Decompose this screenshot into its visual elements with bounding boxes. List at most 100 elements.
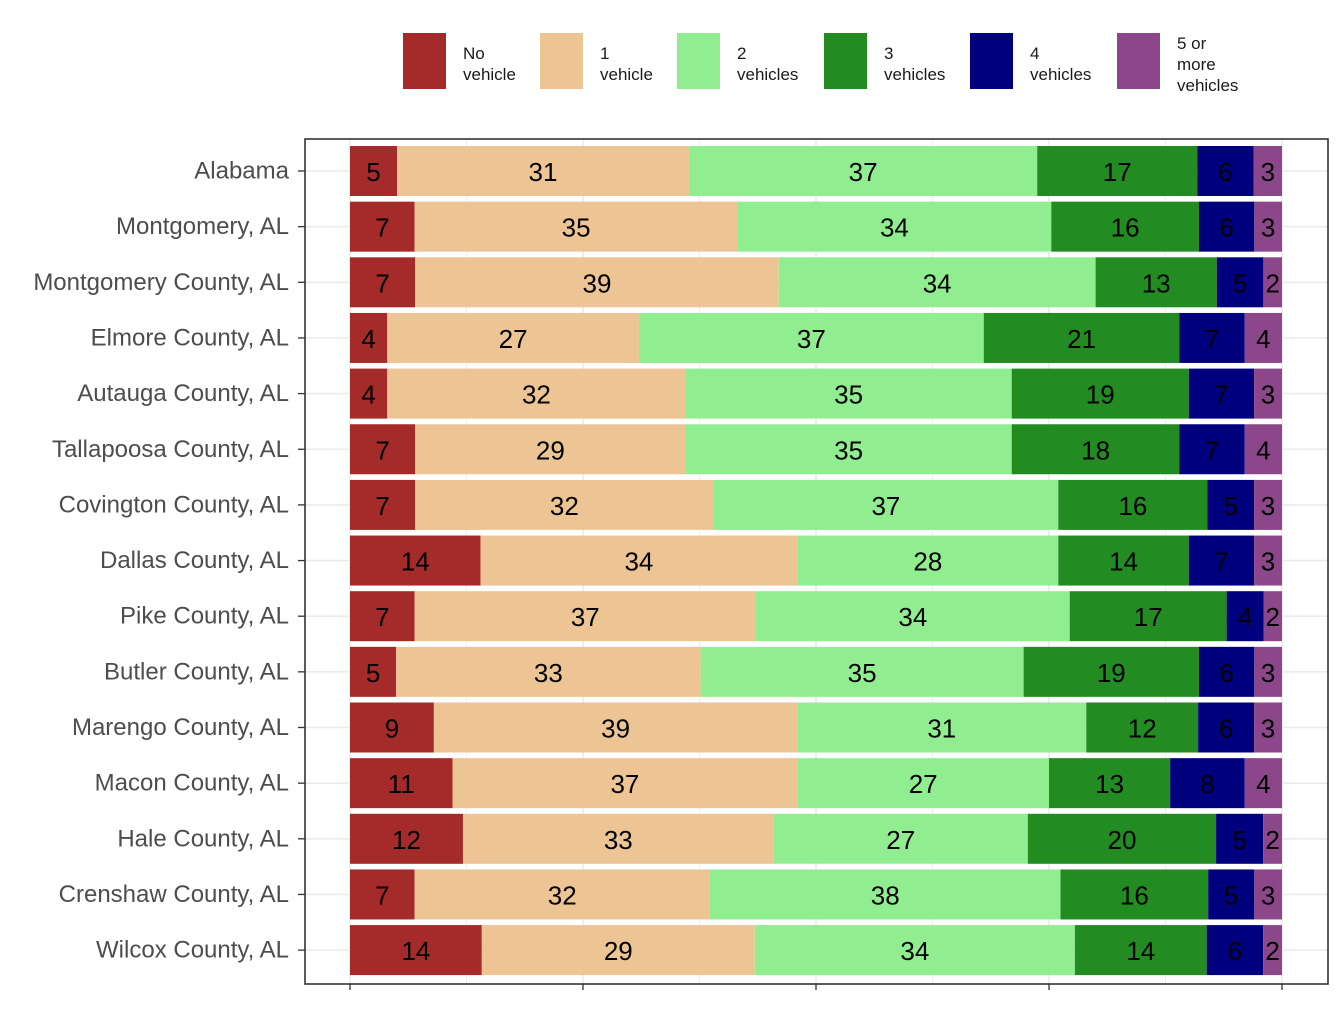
data-label: 9 — [385, 714, 399, 744]
data-label: 7 — [375, 880, 389, 910]
data-label: 11 — [388, 769, 415, 799]
data-label: 7 — [375, 602, 389, 632]
bar-segment — [397, 146, 689, 196]
bar-segment — [1051, 201, 1199, 252]
data-label: 31 — [529, 157, 558, 187]
bar-segment — [1254, 646, 1282, 697]
data-label: 2 — [1265, 825, 1279, 855]
data-label: 34 — [898, 602, 927, 632]
data-label: 2 — [1266, 602, 1280, 632]
bar-segment — [1074, 925, 1207, 976]
bar-segment — [754, 925, 1075, 976]
bar-segment — [1263, 257, 1282, 308]
data-label: 18 — [1081, 435, 1110, 465]
data-label: 35 — [848, 658, 877, 688]
data-label: 13 — [1142, 268, 1171, 298]
bar-segment — [350, 312, 388, 363]
data-label: 37 — [871, 491, 900, 521]
bar-segment — [1179, 312, 1245, 363]
bar-segment — [415, 424, 686, 475]
bar-segment — [1188, 368, 1255, 419]
bar-segment — [1216, 813, 1264, 864]
bar-segment — [452, 758, 798, 809]
data-label: 37 — [610, 769, 639, 799]
bar-segment — [1188, 535, 1255, 586]
bar-segment — [387, 368, 686, 419]
data-label: 27 — [499, 324, 528, 354]
data-label: 6 — [1228, 936, 1242, 966]
data-label: 32 — [548, 880, 577, 910]
data-label: 6 — [1218, 157, 1232, 187]
bar-segment — [1253, 146, 1282, 196]
bar-segment — [709, 869, 1061, 920]
bar-segment — [688, 146, 1038, 196]
legend-label: No vehicle — [463, 44, 516, 84]
data-label: 5 — [1232, 825, 1246, 855]
legend-swatch — [824, 33, 867, 89]
bar-segment — [1207, 479, 1255, 530]
bar-segment — [1198, 646, 1255, 697]
data-label: 16 — [1111, 213, 1140, 243]
bar-segment — [638, 312, 984, 363]
bar-segment — [1198, 201, 1255, 252]
data-label: 3 — [1261, 658, 1275, 688]
data-label: 4 — [1256, 435, 1270, 465]
data-label: 20 — [1107, 825, 1136, 855]
data-label: 7 — [1205, 435, 1219, 465]
bar-segment — [1263, 925, 1282, 976]
data-label: 32 — [550, 491, 579, 521]
bar-segment — [797, 758, 1049, 809]
bar-segment — [685, 368, 1012, 419]
y-tick-label: Montgomery, AL — [116, 213, 289, 240]
legend-label: 5 or more vehicles — [1177, 34, 1239, 95]
bar-segment — [1244, 312, 1282, 363]
bar-segment — [1254, 869, 1282, 920]
data-label: 7 — [375, 268, 389, 298]
bar-segment — [350, 535, 481, 586]
data-label: 12 — [1128, 714, 1157, 744]
data-label: 3 — [1261, 714, 1275, 744]
bar-segment — [1244, 424, 1282, 475]
y-tick-label: Marengo County, AL — [72, 714, 289, 741]
data-label: 19 — [1097, 658, 1126, 688]
data-label: 27 — [886, 825, 915, 855]
data-label: 37 — [849, 157, 878, 187]
y-tick-label: Covington County, AL — [59, 491, 289, 518]
data-label: 39 — [601, 714, 630, 744]
data-label: 6 — [1219, 714, 1233, 744]
legend-swatch — [677, 33, 720, 89]
bar-segment — [396, 646, 701, 697]
y-tick-label: Butler County, AL — [104, 658, 289, 685]
bar-segment — [1170, 758, 1245, 809]
data-label: 34 — [923, 268, 952, 298]
bar-segment — [350, 368, 388, 419]
legend-label: 4 vehicles — [1030, 44, 1092, 84]
data-label: 7 — [1205, 324, 1219, 354]
legend-swatch — [540, 33, 583, 89]
bar-segment — [350, 925, 482, 976]
data-label: 7 — [375, 213, 389, 243]
bar-segment — [1263, 813, 1282, 864]
bar-segment — [773, 813, 1028, 864]
data-label: 29 — [536, 435, 565, 465]
legend-label: 1 vehicle — [600, 44, 653, 84]
data-label: 17 — [1103, 157, 1132, 187]
bar-segment — [415, 257, 779, 308]
bar-segment — [414, 591, 757, 642]
y-tick-label: Macon County, AL — [95, 770, 289, 797]
bar-segment — [1086, 702, 1199, 753]
data-label: 39 — [583, 268, 612, 298]
data-label: 34 — [900, 936, 929, 966]
y-tick-label: Dallas County, AL — [100, 547, 289, 574]
bar-segment — [685, 424, 1012, 475]
bar-segment — [350, 702, 434, 753]
bar-segment — [350, 869, 415, 920]
data-label: 3 — [1261, 547, 1275, 577]
data-label: 4 — [1238, 602, 1252, 632]
bar-segment — [1069, 591, 1227, 642]
y-tick-label: Tallapoosa County, AL — [52, 436, 289, 463]
data-label: 12 — [392, 825, 421, 855]
y-tick-label: Pike County, AL — [120, 603, 289, 630]
legend-swatch — [403, 33, 446, 89]
